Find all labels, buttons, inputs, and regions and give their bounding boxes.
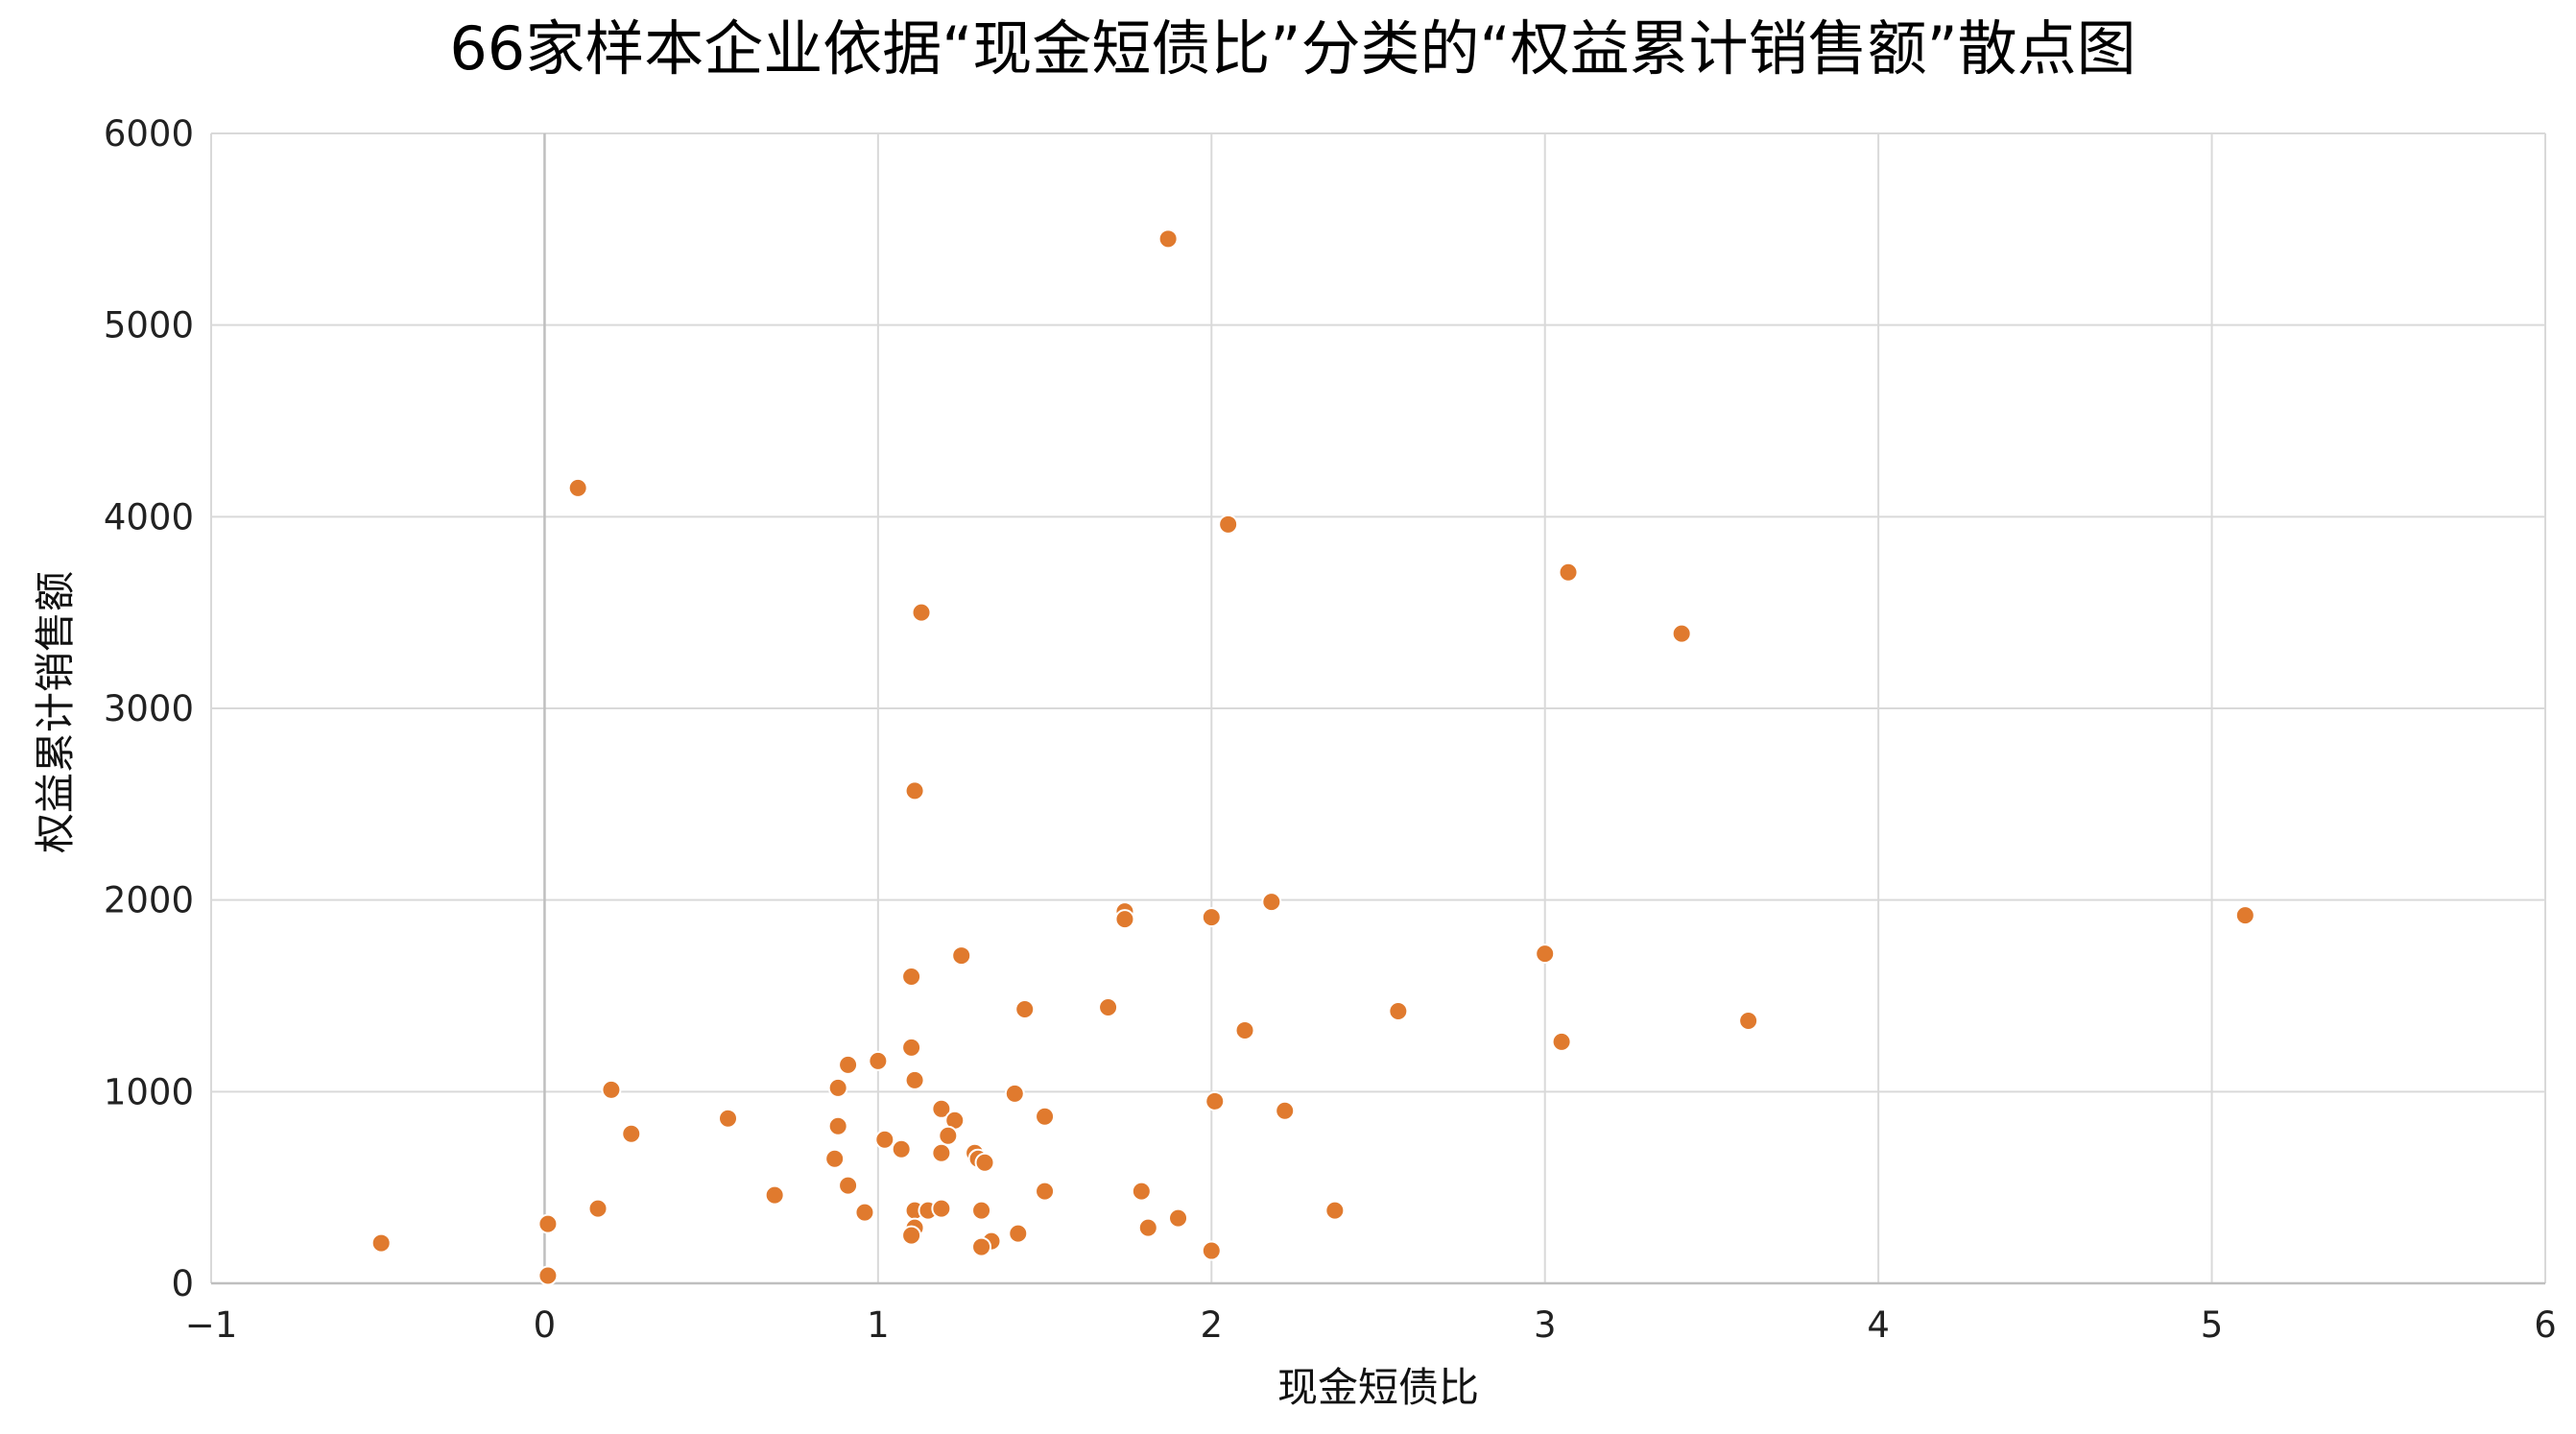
scatter-point xyxy=(904,1069,925,1090)
y-tick-label: 4000 xyxy=(104,496,194,538)
scatter-point xyxy=(1671,623,1692,644)
scatter-point xyxy=(904,780,925,801)
scatter-point xyxy=(931,1142,952,1163)
data-points xyxy=(370,228,2255,1286)
scatter-point xyxy=(1137,1217,1158,1238)
scatter-point xyxy=(868,1050,889,1071)
scatter-point xyxy=(1035,1106,1056,1127)
y-tick-label: 0 xyxy=(171,1263,194,1304)
scatter-point xyxy=(827,1115,848,1136)
y-tick-label: 1000 xyxy=(104,1071,194,1112)
scatter-point xyxy=(827,1077,848,1098)
scatter-point xyxy=(901,1225,922,1246)
scatter-point xyxy=(1205,1090,1226,1111)
x-tick-label: 3 xyxy=(1534,1304,1557,1346)
scatter-point xyxy=(1218,514,1239,535)
scatter-point xyxy=(1168,1207,1189,1229)
scatter-point xyxy=(874,1129,895,1150)
scatter-point xyxy=(1201,907,1222,928)
y-tick-label: 6000 xyxy=(104,113,194,155)
scatter-point xyxy=(901,1037,922,1058)
y-tick-label: 5000 xyxy=(104,305,194,347)
x-tick-label: −1 xyxy=(185,1304,238,1346)
scatter-point xyxy=(911,602,932,623)
scatter-point xyxy=(1098,996,1119,1017)
y-axis-title: 权益累计销售额 xyxy=(32,571,79,853)
scatter-point xyxy=(1551,1031,1572,1052)
scatter-point xyxy=(1201,1240,1222,1261)
scatter-point xyxy=(971,1236,992,1257)
scatter-point xyxy=(971,1200,992,1221)
axes xyxy=(211,133,2545,1285)
scatter-point xyxy=(891,1138,912,1159)
scatter-point xyxy=(931,1198,952,1219)
scatter-point xyxy=(931,1098,952,1119)
scatter-point xyxy=(1131,1181,1152,1202)
scatter-point xyxy=(621,1123,642,1144)
scatter-point xyxy=(838,1054,859,1075)
scatter-point xyxy=(601,1079,622,1100)
scatter-point xyxy=(1004,1083,1025,1104)
chart-title: 66家样本企业依据“现金短债比”分类的“权益累计销售额”散点图 xyxy=(449,13,2135,84)
scatter-point xyxy=(1008,1223,1029,1244)
scatter-point xyxy=(938,1125,959,1146)
x-tick-label: 4 xyxy=(1867,1304,1890,1346)
scatter-point xyxy=(764,1184,785,1206)
scatter-point xyxy=(537,1213,559,1234)
scatter-point xyxy=(2234,905,2255,926)
x-axis-tick-labels: −1 0 1 2 3 4 5 6 xyxy=(185,1304,2557,1346)
scatter-point xyxy=(854,1202,875,1223)
scatter-point xyxy=(824,1148,846,1169)
scatter-point xyxy=(1234,1019,1255,1040)
scatter-point xyxy=(1738,1010,1759,1031)
scatter-point xyxy=(1275,1100,1296,1121)
scatter-point xyxy=(1114,909,1135,930)
scatter-point xyxy=(974,1152,995,1173)
y-tick-label: 3000 xyxy=(104,688,194,729)
x-tick-label: 2 xyxy=(1201,1304,1224,1346)
scatter-point xyxy=(567,477,588,498)
scatter-point xyxy=(1014,998,1036,1019)
scatter-point xyxy=(1388,1000,1409,1021)
scatter-point xyxy=(1035,1181,1056,1202)
scatter-point xyxy=(1558,562,1579,583)
scatter-point xyxy=(587,1198,608,1219)
scatter-point xyxy=(370,1232,392,1254)
scatter-point xyxy=(951,945,972,967)
scatter-point xyxy=(1157,228,1179,250)
y-axis-tick-labels: 0 1000 2000 3000 4000 5000 6000 xyxy=(104,113,194,1304)
scatter-point xyxy=(537,1265,559,1286)
x-tick-label: 6 xyxy=(2534,1304,2557,1346)
gridlines xyxy=(210,132,2546,1283)
x-tick-label: 5 xyxy=(2201,1304,2224,1346)
scatter-point xyxy=(1261,892,1282,913)
x-tick-label: 1 xyxy=(867,1304,890,1346)
scatter-point xyxy=(718,1108,739,1129)
y-tick-label: 2000 xyxy=(104,880,194,921)
x-axis-title: 现金短债比 xyxy=(1277,1364,1479,1411)
x-tick-label: 0 xyxy=(534,1304,557,1346)
scatter-point xyxy=(1324,1200,1346,1221)
scatter-point xyxy=(838,1175,859,1196)
scatter-point xyxy=(1535,944,1556,965)
scatter-point xyxy=(901,967,922,988)
